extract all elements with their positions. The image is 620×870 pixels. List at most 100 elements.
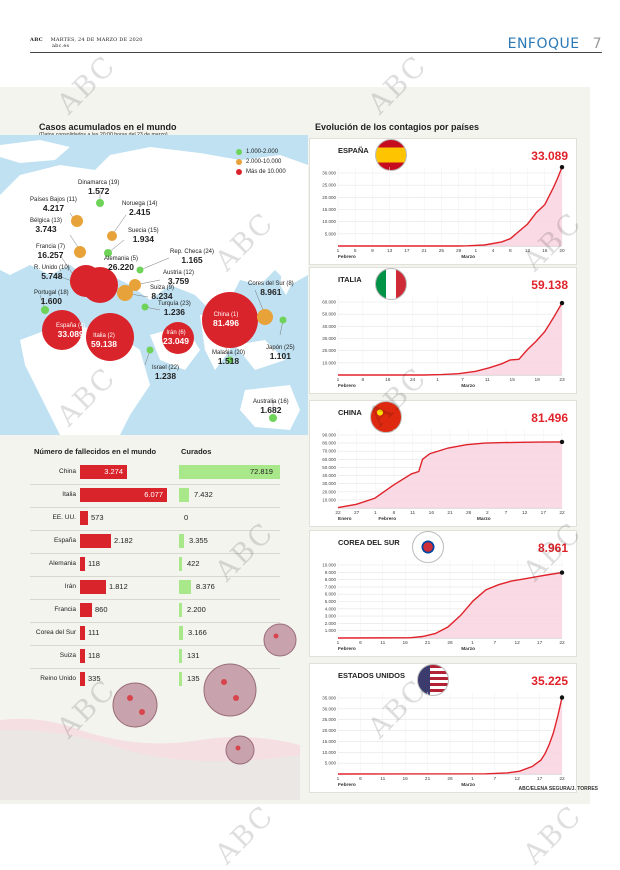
deaths-bar: [80, 649, 85, 663]
label-spain: España (4) 33.089: [56, 323, 86, 339]
chart-last-value: 8.961: [537, 541, 568, 555]
y-tick-label: 2.000: [325, 621, 337, 626]
recovered-bar: [179, 465, 280, 479]
label-japan: Japón (25) 1.101: [266, 345, 295, 361]
x-tick-label: 26: [466, 510, 472, 516]
x-tick-label: 6: [393, 510, 396, 516]
x-tick-label: 8: [362, 377, 365, 383]
recovered-bar: [179, 649, 182, 663]
watermark: ABC: [208, 798, 281, 870]
y-tick-label: 30.000: [322, 481, 336, 486]
x-tick-label: 4: [492, 248, 495, 254]
x-tick-label: 1: [471, 776, 474, 782]
label-israel: Israel (22) 1.238: [152, 365, 180, 381]
y-tick-label: 20.000: [322, 728, 336, 733]
label-italy: Italia (2) 59.138: [91, 333, 117, 349]
x-tick-label: 12: [515, 776, 521, 782]
y-tick-label: 30.000: [322, 171, 336, 176]
row-separator: [30, 668, 280, 669]
bubble-sweden: [104, 249, 112, 257]
y-tick-label: 5.000: [325, 599, 337, 604]
deaths-bar: [80, 534, 111, 548]
recovered-value: 8.376: [196, 582, 215, 591]
y-tick-label: 20.000: [322, 195, 336, 200]
month-label: Marzo: [461, 254, 475, 260]
evolution-chart: CHINA 81.496 10.000 20.000 30.000 40.000 50.00…: [309, 400, 577, 527]
series-area: [338, 572, 562, 638]
recovered-bar: [179, 626, 183, 640]
row-separator: [30, 599, 280, 600]
x-tick-label: 1: [337, 776, 340, 782]
month-label: Febrero: [378, 516, 396, 522]
deaths-value: 2.182: [114, 536, 133, 545]
recovered-bar: [179, 557, 182, 571]
x-tick-label: 20: [559, 248, 565, 254]
x-tick-label: 16: [385, 377, 391, 383]
flag-it-icon: [375, 268, 408, 300]
label-china: China (1) 81.496: [213, 312, 239, 328]
virus-icon: [112, 623, 297, 765]
x-tick-label: 1: [471, 640, 474, 646]
section-name: ENFOQUE: [507, 36, 580, 52]
bubble-austria: [129, 279, 141, 291]
month-label: Marzo: [477, 516, 491, 522]
label-malaysia: Malasia (20) 1.518: [212, 350, 246, 366]
y-tick-label: 30.000: [322, 706, 336, 711]
x-tick-label: 21: [425, 640, 431, 646]
x-tick-label: 16: [542, 248, 548, 254]
y-tick-label: 40.000: [322, 473, 336, 478]
y-tick-label: 10.000: [322, 219, 336, 224]
bubble-portugal: [41, 306, 49, 314]
series-line: [338, 166, 563, 247]
y-tick-label: 5.000: [325, 761, 337, 766]
recovered-value: 2.200: [187, 605, 206, 614]
y-tick-label: 5.000: [325, 231, 337, 236]
y-tick-label: 70.000: [322, 449, 336, 454]
x-tick-label: 27: [354, 510, 360, 516]
country-label: Alemania: [48, 560, 76, 567]
bubble-australia: [269, 414, 277, 422]
x-tick-label: 1: [337, 640, 340, 646]
label-france: Francia (7) 16.257: [36, 244, 66, 260]
y-tick-label: 50.000: [322, 465, 336, 470]
x-tick-label: 19: [534, 377, 540, 383]
x-tick-label: 21: [421, 248, 427, 254]
watermark: ABC: [516, 798, 589, 870]
label-uk: R. Unido (10) 5.748: [34, 265, 70, 281]
x-tick-label: 22: [335, 510, 341, 516]
chart-last-value: 35.225: [531, 674, 568, 688]
deaths-bar: [80, 511, 88, 525]
recovered-bar: [179, 580, 191, 594]
x-tick-label: 17: [537, 776, 543, 782]
country-label: España: [53, 537, 76, 544]
recovered-bar: [179, 534, 184, 548]
x-tick-label: 11: [380, 640, 385, 646]
x-tick-label: 23: [559, 377, 565, 383]
bubble-iran: [162, 322, 194, 354]
bubble-switzerland: [117, 285, 133, 301]
y-tick-label: 60.000: [322, 300, 336, 305]
label-austria: Austria (12) 3.759: [163, 270, 195, 286]
label-switzerland: Suiza (9) 8.234: [150, 285, 175, 301]
x-tick-label: 7: [461, 377, 464, 383]
x-tick-label: 1: [337, 248, 340, 254]
deaths-value: 118: [88, 559, 100, 568]
row-separator: [30, 484, 280, 485]
x-tick-label: 16: [403, 776, 409, 782]
y-tick-label: 15.000: [322, 739, 336, 744]
label-belgium: Bélgica (13) 3.743: [30, 218, 63, 234]
x-tick-label: 25: [439, 248, 445, 254]
recovered-value: 131: [187, 651, 200, 660]
month-label: Marzo: [461, 646, 475, 652]
chart-title: CHINA: [338, 408, 362, 417]
publication-date: MARTES, 24 DE MARZO DE 2020: [50, 37, 143, 43]
site-name: abc.es: [52, 43, 70, 49]
x-tick-label: 7: [493, 640, 496, 646]
y-tick-label: 25.000: [322, 717, 336, 722]
bubble-turkey: [141, 303, 149, 311]
series-line: [337, 441, 563, 509]
evolution-chart: ITALIA 59.138 10.000 20.000 30.000 40.000 50.0…: [309, 267, 577, 394]
chart-last-value: 33.089: [531, 149, 568, 163]
bubble-israel: [146, 346, 154, 354]
y-tick-label: 8.000: [325, 577, 337, 582]
